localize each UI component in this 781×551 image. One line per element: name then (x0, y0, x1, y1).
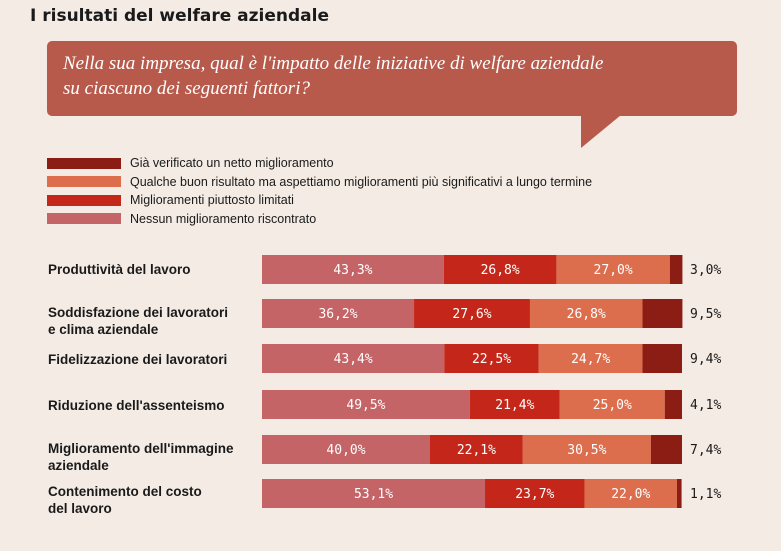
bar-segment (556, 255, 670, 284)
category-label-line: Soddisfazione dei lavoratori (48, 305, 229, 320)
bar-segment (262, 344, 445, 373)
legend-label: Già verificato un netto miglioramento (130, 156, 334, 171)
category-label-line: Fidelizzazione dei lavoratori (48, 352, 228, 367)
category-label: Soddisfazione dei lavoratori e clima azie… (48, 304, 228, 338)
data-label: 40,0% (326, 443, 365, 458)
data-label: 36,2% (318, 307, 357, 322)
data-label: 43,4% (334, 352, 373, 367)
category-label-line: Miglioramento dell'immagine (48, 441, 234, 456)
data-label: 22,1% (457, 443, 496, 458)
data-label: 25,0% (593, 398, 632, 413)
bar-segment (584, 479, 677, 508)
data-label: 9,5% (690, 307, 721, 322)
bar-segment (650, 435, 682, 464)
category-label-line: Contenimento del costo (48, 484, 202, 499)
legend-swatch (47, 157, 121, 169)
category-label-line: aziendale (48, 458, 109, 473)
bar-segment (529, 299, 643, 328)
data-label: 21,4% (495, 398, 534, 413)
data-label: 49,5% (346, 398, 385, 413)
bar-segment (262, 435, 430, 464)
legend-item: Nessun miglioramento riscontrato (47, 210, 592, 229)
bar-segment (642, 299, 683, 328)
bar-segment (430, 435, 523, 464)
bar-segment (469, 390, 560, 419)
question-line-1: Nella sua impresa, qual è l'impatto dell… (63, 53, 604, 74)
data-label: 1,1% (690, 487, 721, 502)
question-line-2: su ciascuno dei seguenti fattori? (63, 78, 310, 99)
legend-label: Nessun miglioramento riscontrato (130, 211, 317, 226)
bar-segment (414, 299, 530, 328)
legend-item: Già verificato un netto miglioramento (47, 154, 592, 173)
category-label: Contenimento del costo del lavoro (48, 483, 202, 517)
bar-segment (538, 344, 643, 373)
data-label: 43,3% (333, 263, 372, 278)
question-text: Nella sua impresa, qual è l'impatto dell… (63, 51, 721, 101)
bar-segment (262, 479, 486, 508)
legend-label: Miglioramenti piuttosto limitati (130, 193, 294, 208)
category-label: Riduzione dell'assenteismo (48, 397, 225, 414)
bar-segment (669, 255, 683, 284)
data-label: 26,8% (567, 307, 606, 322)
category-label-line: Produttività del lavoro (48, 262, 191, 277)
category-label-line: del lavoro (48, 501, 112, 516)
legend-swatch (47, 194, 121, 206)
category-label: Produttività del lavoro (48, 261, 191, 278)
data-label: 27,0% (594, 263, 633, 278)
data-label: 53,1% (354, 487, 393, 502)
data-label: 24,7% (571, 352, 610, 367)
bar-segment (262, 390, 470, 419)
data-label: 4,1% (690, 398, 721, 413)
bar-segment (559, 390, 665, 419)
data-label: 22,0% (611, 487, 650, 502)
legend-label: Qualche buon risultato ma aspettiamo mig… (130, 174, 593, 189)
data-label: 3,0% (690, 263, 721, 278)
bar-segment (676, 479, 682, 508)
bar-segment (642, 344, 682, 373)
bar-segment (664, 390, 682, 419)
category-label: Fidelizzazione dei lavoratori (48, 351, 227, 368)
question-bubble-tail (581, 115, 621, 148)
category-label-line: Riduzione dell'assenteismo (48, 398, 225, 413)
data-label: 27,6% (452, 307, 491, 322)
bar-segment (443, 255, 557, 284)
category-label-line: e clima aziendale (48, 322, 159, 337)
data-label: 26,8% (481, 263, 520, 278)
bar-segment (262, 299, 415, 328)
data-label: 22,5% (472, 352, 511, 367)
legend-swatch (47, 213, 121, 225)
data-label: 30,5% (567, 443, 606, 458)
data-label: 9,4% (690, 352, 721, 367)
data-label: 23,7% (515, 487, 554, 502)
legend-swatch (47, 176, 121, 188)
question-bubble: Nella sua impresa, qual è l'impatto dell… (47, 41, 737, 116)
data-label: 7,4% (690, 443, 721, 458)
legend-item: Qualche buon risultato ma aspettiamo mig… (47, 173, 592, 192)
chart-title: I risultati del welfare aziendale (30, 6, 330, 26)
bar-segment (485, 479, 585, 508)
legend: Già verificato un netto miglioramento Qu… (47, 154, 592, 228)
bar-segment (522, 435, 651, 464)
bar-segment (262, 255, 444, 284)
legend-item: Miglioramenti piuttosto limitati (47, 191, 592, 210)
category-label: Miglioramento dell'immagine aziendale (48, 440, 234, 474)
bar-segment (444, 344, 539, 373)
